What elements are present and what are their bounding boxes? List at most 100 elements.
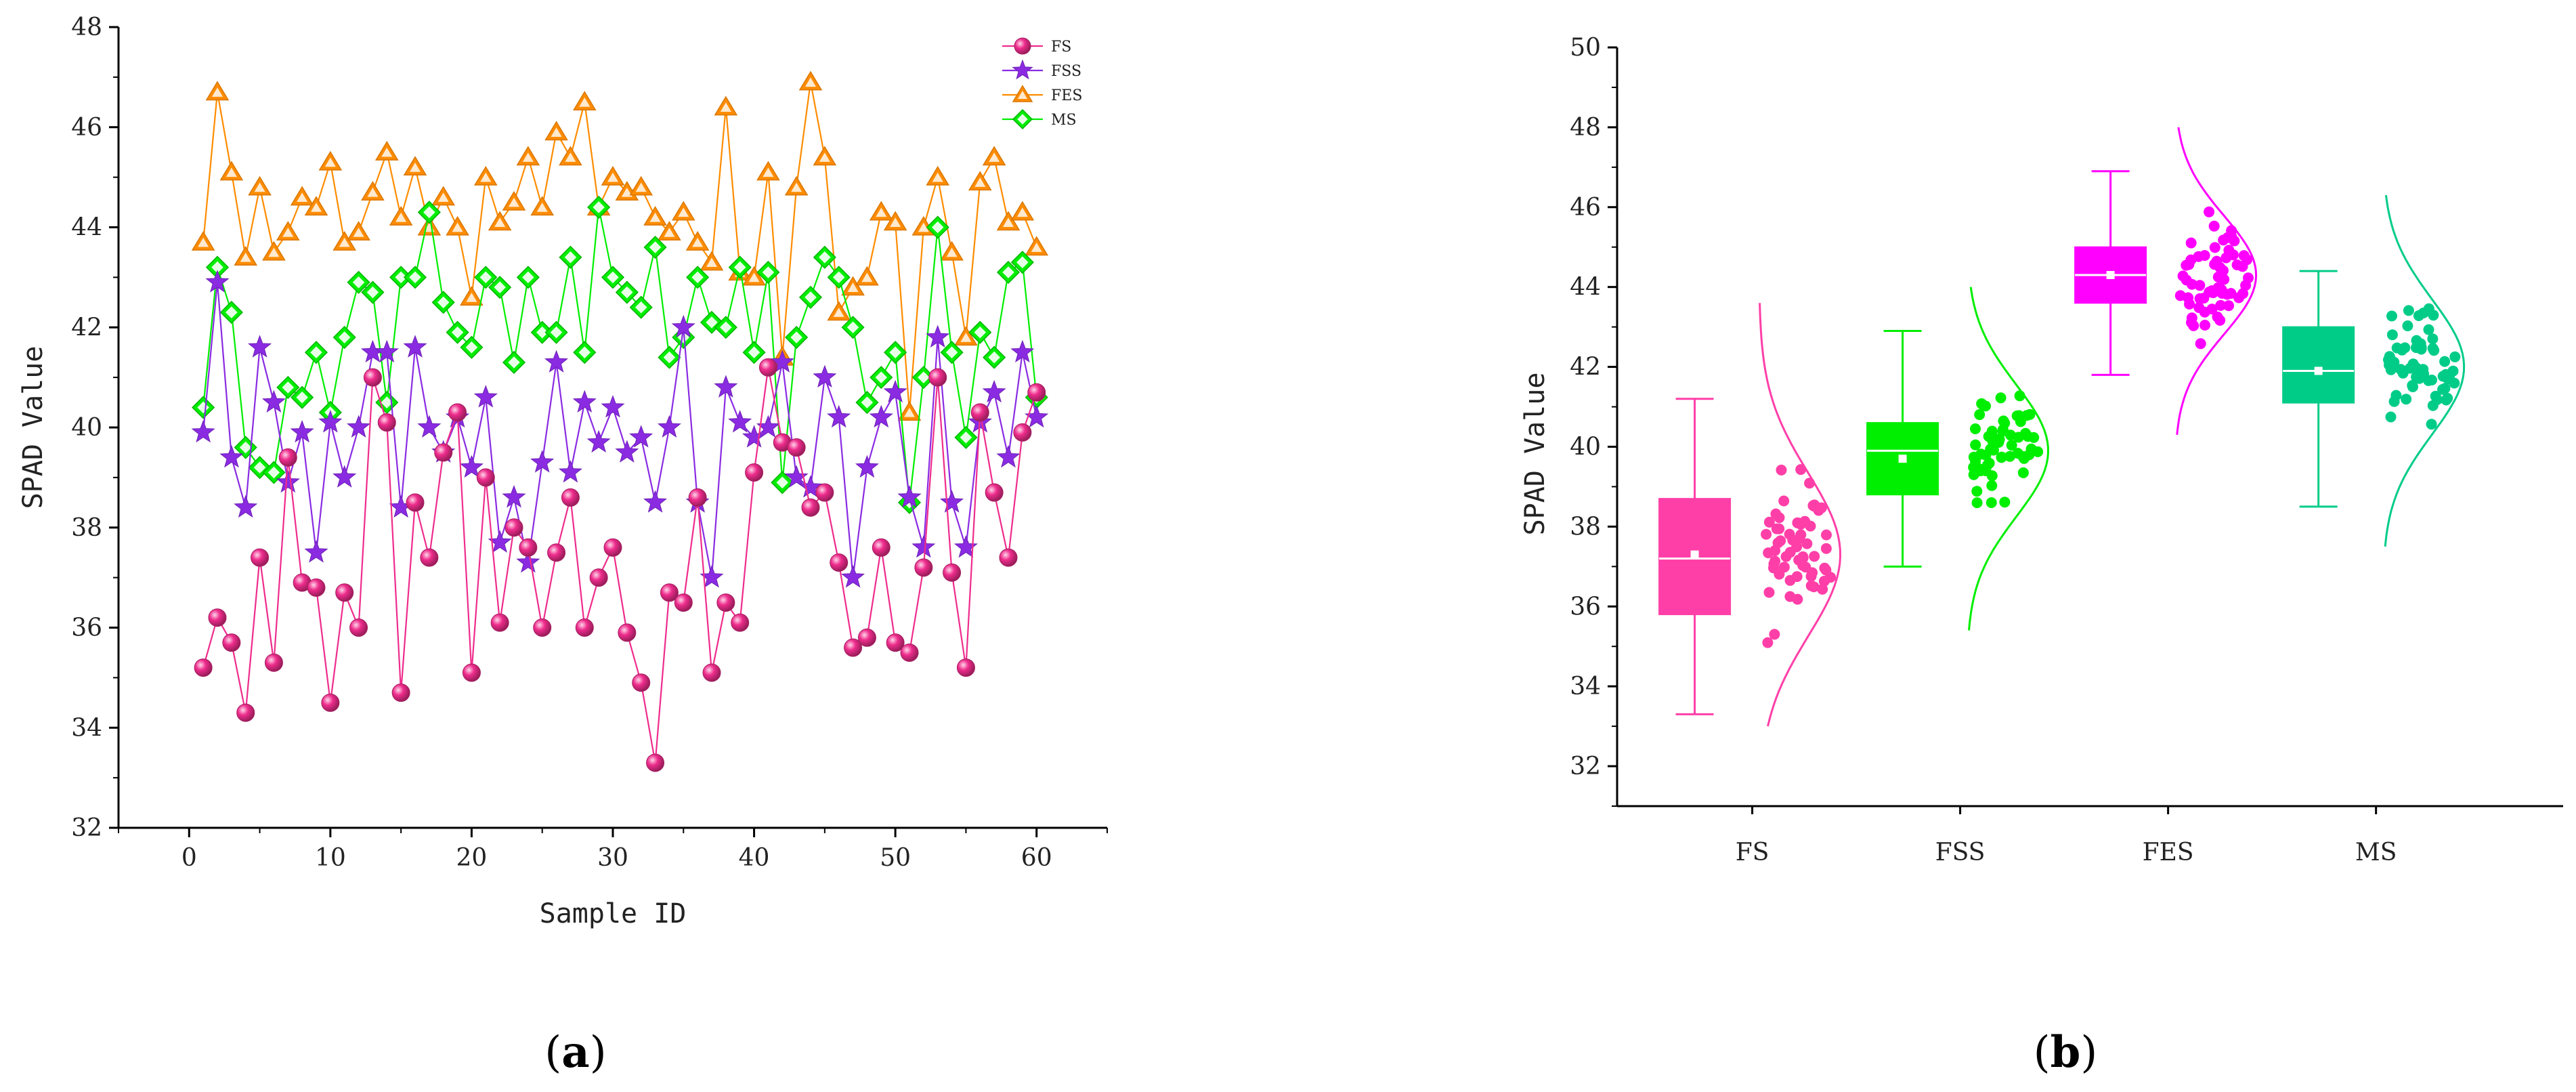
fss-point [502,484,526,508]
scatter-point [2443,373,2454,385]
mean-marker [1690,550,1699,559]
x-tick-label: 40 [739,844,770,872]
ms-point-inner [691,271,704,284]
scatter-point [1980,400,1991,412]
fes-point-inner [452,222,463,232]
scatter-point [2423,324,2434,335]
fes-point-inner [410,163,421,172]
fes-point-inner [367,187,379,197]
fs-point [618,623,637,642]
fs-point [1027,383,1046,402]
fs-point [363,368,382,387]
fes-point-inner [437,192,449,203]
fes-point [219,161,244,181]
fes-point-inner [579,97,591,107]
ms-point [446,320,469,344]
ms-point [291,385,314,409]
ms-point [347,270,370,294]
scatter-point [2413,373,2425,384]
fes-point-inner [551,127,562,137]
x-tick-label: 50 [880,844,911,872]
ms-point [332,325,356,350]
fss-point [304,540,328,563]
scatter-point [2395,364,2407,375]
ms-point-inner [889,346,901,358]
legend-item-fs: FS [1002,37,1071,56]
scatter-point [2209,242,2220,253]
fes-point-inner [212,87,223,97]
scatter-point [2427,400,2439,411]
fes-point [389,206,413,226]
ms-point [474,266,498,289]
fss-point [897,484,922,508]
fes-point-inner [621,187,632,197]
scatter-point [1774,512,1785,524]
scatter-point [1769,629,1780,640]
fss-point [629,425,653,448]
scatter-point [2218,234,2229,246]
ms-point-inner [1002,266,1014,278]
ms-point-inner [267,466,280,479]
fs-point [335,583,354,602]
ms-point [403,266,427,289]
scatter-point [1994,434,2005,445]
scatter-point [1998,415,2009,427]
ms-point [983,345,1006,369]
y-tick-label: 38 [1570,513,1601,541]
scatter-point [2386,310,2397,322]
fs-point [660,583,679,602]
scatter-point [1968,451,1979,463]
fs-point [943,563,962,582]
fs-point [1014,37,1031,55]
scatter-point [1774,523,1785,534]
scatter-point [2185,237,2197,249]
ms-point [502,350,526,375]
fes-point [446,215,469,236]
scatter-point [2208,220,2220,232]
fs-point [844,638,863,657]
scatter-point [1986,470,1998,482]
fss-point [544,350,569,373]
x-tick-label: 60 [1021,844,1052,872]
ms-point-inner [381,396,393,408]
ms-point [460,335,484,359]
fes-point-inner [466,293,477,302]
fs-point [194,658,213,677]
ms-point [968,320,992,344]
fes-point [996,211,1021,231]
y-tick-label: 36 [1570,593,1601,621]
legend-label: FS [1051,39,1071,56]
fes-point-inner [324,157,336,167]
scatter-point [2025,443,2037,455]
fss-point [615,440,639,463]
fes-point-inner [395,212,407,222]
fss-point [586,429,611,453]
scatter-point [2439,356,2451,367]
fs-point [702,663,721,682]
fs-point [731,613,750,632]
fs-point [688,488,707,507]
y-tick-label: 42 [1570,354,1601,381]
mean-marker [1898,455,1907,463]
scatter-point [1792,593,1803,605]
y-tick-label: 34 [1570,673,1601,700]
ms-point-inner [479,271,492,284]
fss-point [516,550,540,573]
fes-point-inner [989,152,1000,162]
fes-point [431,186,456,206]
fes-point-inner [254,182,265,192]
fss-point [784,465,809,488]
fes-point [290,186,314,206]
fes-point [262,240,286,261]
fes-point-inner [805,77,816,87]
scatter-point [1996,452,2007,463]
fes-point [897,401,922,421]
y-tick-label: 44 [71,214,102,242]
fes-point [671,201,695,221]
scatter-point [1971,497,1983,509]
ms-point [629,295,653,319]
scatter-point [2193,302,2205,314]
fss-point [657,415,681,438]
fes-point [1025,236,1049,256]
